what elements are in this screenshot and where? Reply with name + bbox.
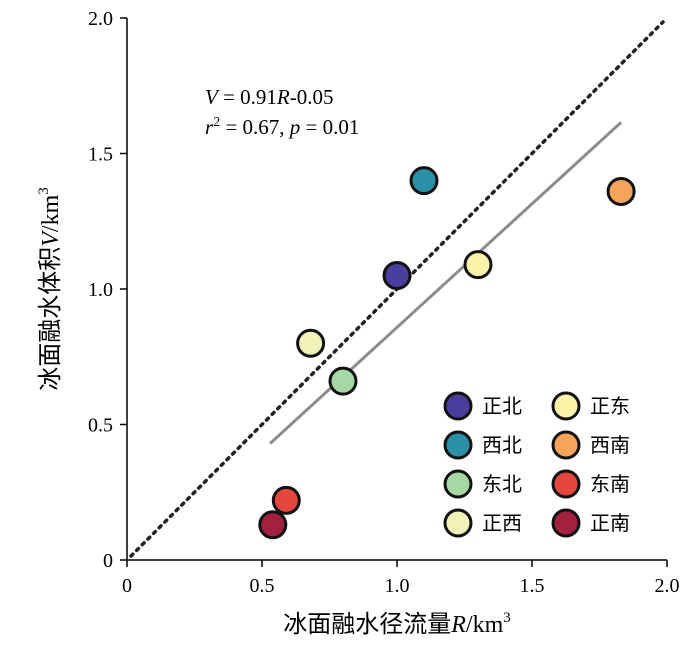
data-point — [296, 328, 326, 358]
y-tick-label: 0.5 — [88, 415, 113, 437]
data-point — [409, 166, 439, 196]
x-axis-label: 冰面融水径流量R/km3 — [283, 610, 511, 638]
y-ticks: 0 0.5 1.0 1.5 2.0 — [88, 8, 127, 572]
legend-swatch — [443, 508, 473, 538]
stats-line: r2 = 0.67, p = 0.01 — [205, 115, 359, 139]
legend-item: 正西 — [443, 508, 522, 538]
y-tick-label: 2.0 — [88, 8, 113, 30]
legend-label: 正西 — [482, 511, 522, 535]
legend-label: 正北 — [482, 394, 522, 418]
x-tick-label: 1.5 — [520, 575, 545, 597]
legend-swatch — [551, 430, 581, 460]
legend-item: 西南 — [551, 430, 630, 460]
data-point — [606, 176, 636, 206]
legend-label: 正东 — [590, 394, 630, 418]
legend-item: 正南 — [551, 508, 630, 538]
legend-item: 西北 — [443, 430, 522, 460]
legend-item: 东北 — [443, 469, 522, 499]
legend-item: 正北 — [443, 391, 522, 421]
legend-label: 西南 — [590, 433, 630, 457]
x-tick-label: 1.0 — [385, 575, 410, 597]
regression-line — [269, 121, 623, 445]
y-tick-label: 0 — [103, 550, 113, 572]
legend-item: 东南 — [551, 469, 630, 499]
y-tick-label: 1.5 — [88, 144, 113, 166]
plot-area: 0 0.5 1.0 1.5 2.0 0 0.5 1.0 1.5 2.0 — [88, 8, 680, 597]
legend-swatch — [443, 391, 473, 421]
legend-swatch — [551, 508, 581, 538]
data-point — [328, 366, 358, 396]
legend-swatch — [551, 469, 581, 499]
y-tick-label: 1.0 — [88, 279, 113, 301]
x-ticks: 0 0.5 1.0 1.5 2.0 — [122, 560, 680, 597]
legend-label: 西北 — [482, 433, 522, 457]
x-tick-label: 0.5 — [250, 575, 275, 597]
data-point — [463, 250, 493, 280]
legend-label: 东南 — [590, 472, 630, 496]
legend-item: 正东 — [551, 391, 630, 421]
data-point — [382, 260, 412, 290]
x-tick-label: 0 — [122, 575, 132, 597]
data-points — [258, 166, 636, 540]
legend-swatch — [551, 391, 581, 421]
legend-swatch — [443, 469, 473, 499]
y-axis-label: 冰面融水体积V/km3 — [36, 187, 64, 391]
equation-line: V = 0.91R-0.05 — [205, 85, 334, 109]
legend-label: 东北 — [482, 472, 522, 496]
legend-label: 正南 — [590, 511, 630, 535]
data-point — [271, 485, 301, 515]
legend-swatch — [443, 430, 473, 460]
x-tick-label: 2.0 — [655, 575, 680, 597]
data-point — [258, 510, 288, 540]
regression-annotation: V = 0.91R-0.05 r2 = 0.67, p = 0.01 — [205, 85, 359, 139]
